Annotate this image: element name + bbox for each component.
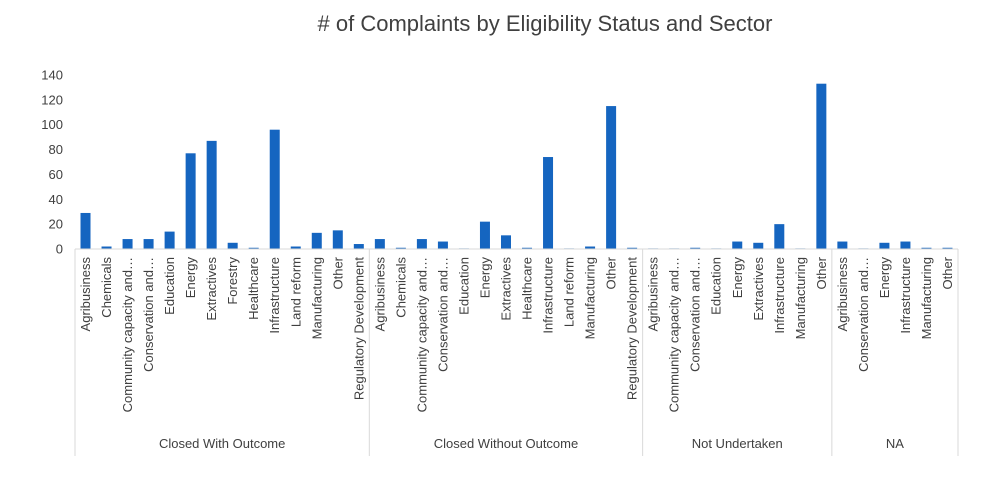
category-label: Other [330, 256, 345, 289]
bar [879, 242, 890, 249]
category-label: Manufacturing [793, 257, 808, 339]
category-label: Energy [730, 257, 745, 299]
category-label: Extractives [751, 257, 766, 321]
bar [332, 230, 343, 249]
bar [311, 232, 322, 249]
category-label: Energy [477, 257, 492, 299]
bar [80, 212, 91, 249]
bar [101, 246, 112, 249]
category-label: Manufacturing [583, 257, 598, 339]
y-tick-label: 120 [41, 92, 63, 107]
bar [732, 241, 743, 249]
bar [774, 224, 785, 249]
y-tick-label: 80 [49, 142, 63, 157]
category-label: Extractives [204, 257, 219, 321]
category-label: Other [814, 256, 829, 289]
group-label: NA [886, 436, 904, 451]
category-label: Land reform [288, 257, 303, 327]
bar [185, 153, 196, 249]
y-axis: 0 20 40 60 80 100 120 140 [41, 68, 63, 257]
category-label: Healthcare [246, 257, 261, 320]
bar [374, 239, 385, 249]
x-axis: Agribusiness Chemicals Community capacity … [74, 248, 959, 456]
category-label: Chemicals [393, 257, 408, 318]
bar [122, 239, 133, 249]
y-tick-label: 60 [49, 167, 63, 182]
category-label: Regulatory Development [625, 257, 640, 400]
bar [416, 239, 427, 249]
y-tick-label: 40 [49, 192, 63, 207]
bar [837, 241, 848, 249]
category-label: Land reform [562, 257, 577, 327]
category-label: Community capacity and… [414, 257, 429, 412]
bar [269, 129, 280, 249]
category-label: Other [604, 256, 619, 289]
category-label: Healthcare [520, 257, 535, 320]
bar [606, 106, 617, 249]
y-tick-label: 20 [49, 217, 63, 232]
category-label: Manufacturing [919, 257, 934, 339]
bar [627, 247, 638, 249]
bar [353, 244, 364, 249]
category-label: Education [162, 257, 177, 315]
bar [753, 242, 764, 249]
bar [585, 246, 596, 249]
category-label: Education [709, 257, 724, 315]
category-label: Agribusiness [372, 257, 387, 332]
group-label: Closed Without Outcome [434, 436, 579, 451]
y-tick-label: 0 [56, 242, 63, 257]
category-label: Agribusiness [78, 257, 93, 332]
category-label: Infrastructure [772, 257, 787, 334]
chart-title: # of Complaints by Eligibility Status an… [318, 11, 773, 36]
category-label: Conservation and… [435, 257, 450, 372]
bar [164, 231, 175, 249]
bar [290, 246, 301, 249]
bar [206, 140, 217, 249]
bar [479, 221, 490, 249]
category-label: Education [456, 257, 471, 315]
bar [816, 83, 827, 249]
group-label: Not Undertaken [692, 436, 783, 451]
category-label: Chemicals [99, 257, 114, 318]
category-label: Forestry [225, 257, 240, 305]
bar [227, 242, 238, 249]
category-label: Conservation and… [141, 257, 156, 372]
category-label: Agribusiness [835, 257, 850, 332]
bar [942, 247, 953, 249]
bar [143, 239, 154, 249]
category-label: Energy [877, 257, 892, 299]
bar [437, 241, 448, 249]
group-label: Closed With Outcome [159, 436, 285, 451]
category-label: Community capacity and… [120, 257, 135, 412]
category-label: Community capacity and… [667, 257, 682, 412]
category-label: Agribusiness [646, 257, 661, 332]
bars [80, 83, 953, 249]
category-label: Regulatory Development [351, 257, 366, 400]
bar [900, 241, 911, 249]
category-label: Conservation and… [856, 257, 871, 372]
bar [522, 247, 533, 249]
bar [690, 247, 701, 249]
category-label: Infrastructure [267, 257, 282, 334]
category-label: Conservation and… [688, 257, 703, 372]
category-label: Infrastructure [898, 257, 913, 334]
bar [248, 247, 259, 249]
category-label: Other [940, 256, 955, 289]
category-label: Infrastructure [541, 257, 556, 334]
bar [543, 157, 554, 249]
bar [500, 235, 511, 249]
category-label: Energy [183, 257, 198, 299]
bar [921, 247, 932, 249]
y-tick-label: 100 [41, 117, 63, 132]
category-label: Extractives [498, 257, 513, 321]
bar [395, 247, 406, 249]
y-tick-label: 140 [41, 68, 63, 83]
category-label: Manufacturing [309, 257, 324, 339]
